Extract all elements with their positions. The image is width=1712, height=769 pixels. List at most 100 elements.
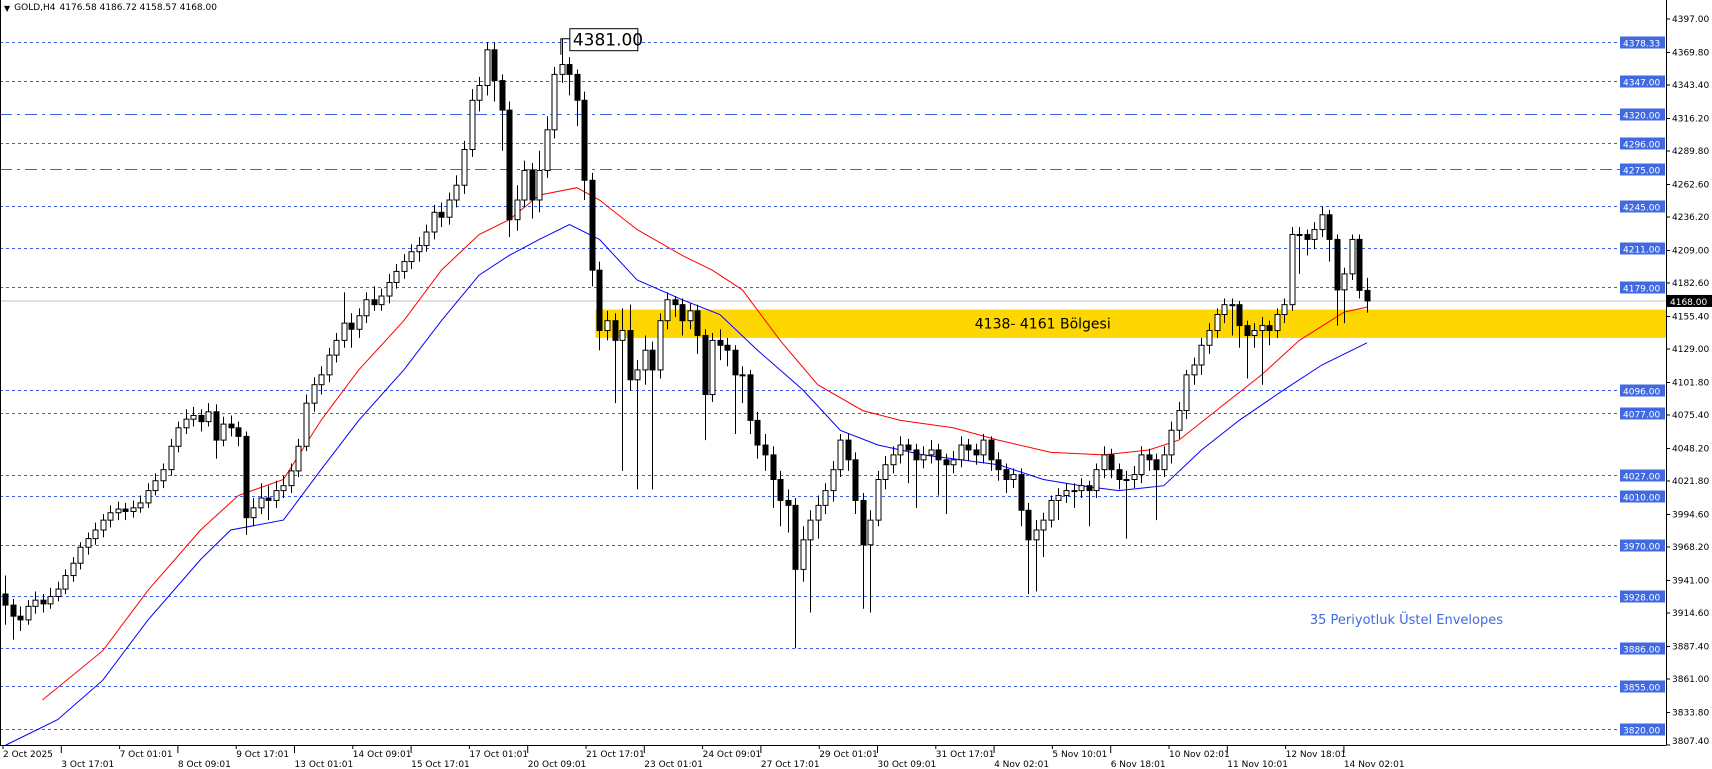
bearish-candle: [905, 438, 912, 484]
x-tick-label: 20 Oct 09:01: [528, 760, 587, 769]
bullish-candle: [1183, 369, 1190, 420]
bearish-candle: [1116, 463, 1123, 490]
bullish-candle: [1063, 483, 1070, 503]
level-price-badge: [1620, 137, 1665, 150]
bullish-candle: [183, 409, 190, 434]
candle-body: [220, 423, 227, 441]
candle-body: [1003, 469, 1010, 481]
bearish-candle: [529, 163, 536, 219]
bullish-candle: [258, 483, 265, 514]
bullish-candle: [1229, 298, 1236, 336]
candle-body: [1251, 330, 1258, 336]
candle-body: [145, 490, 152, 504]
zone-label: 4138- 4161 Bölgesi: [975, 317, 1111, 333]
candle-body: [754, 419, 761, 446]
x-tick-label: 7 Oct 01:01: [120, 750, 173, 760]
candle-body: [852, 459, 859, 501]
candle-body: [85, 538, 92, 548]
level-price-badge: [1620, 36, 1665, 49]
candle-body: [461, 149, 468, 186]
y-tick-label: 3914.60: [1672, 609, 1709, 619]
support-zone: [595, 309, 1666, 338]
x-tick-label: 3 Oct 17:01: [61, 760, 114, 769]
candle-body: [770, 454, 777, 481]
level-price-badge: [1620, 200, 1665, 213]
candle-body: [1296, 233, 1303, 236]
x-tick-label: 27 Oct 17:01: [761, 760, 820, 769]
candle-body: [649, 349, 656, 371]
bullish-candle: [47, 587, 54, 609]
bullish-candle: [70, 557, 77, 582]
bullish-candle: [1093, 463, 1100, 498]
y-tick-label: 4397.00: [1672, 15, 1709, 25]
candle-body: [1281, 304, 1288, 316]
candle-body: [1116, 469, 1123, 481]
candle-body: [1214, 314, 1221, 332]
triangle-down-icon[interactable]: ▼: [4, 3, 11, 13]
y-tick-label: 4101.80: [1672, 378, 1709, 388]
candle-body: [235, 427, 242, 437]
bullish-candle: [559, 38, 566, 84]
candle-body: [777, 479, 784, 501]
candle-body: [521, 169, 528, 201]
candle-body: [175, 427, 182, 447]
bullish-candle: [536, 150, 543, 213]
candle-body: [1274, 314, 1281, 332]
candle-body: [627, 330, 634, 381]
bearish-candle: [122, 502, 129, 521]
candle-body: [867, 519, 874, 546]
bullish-candle: [288, 463, 295, 494]
bullish-candle: [190, 406, 197, 427]
candle-body: [1078, 485, 1085, 492]
candle-body: [559, 64, 566, 75]
candle-body: [2, 593, 9, 606]
bullish-candle: [484, 42, 491, 96]
candle-body: [431, 211, 438, 233]
bullish-candle: [341, 292, 348, 348]
bullish-candle: [1010, 468, 1017, 489]
bullish-candle: [205, 403, 212, 427]
candle-body: [596, 269, 603, 332]
bullish-candle: [431, 204, 438, 240]
candle-body: [1063, 490, 1070, 497]
candle-body: [830, 469, 837, 492]
candle-body: [160, 469, 167, 482]
bullish-candle: [709, 332, 716, 402]
candle-body: [1311, 229, 1318, 240]
bullish-candle: [469, 89, 476, 157]
candle-body: [363, 299, 370, 317]
candle-body: [393, 270, 400, 283]
bullish-candle: [1161, 446, 1168, 478]
bullish-candle: [1131, 465, 1138, 489]
bearish-candle: [754, 411, 761, 459]
candle-body: [484, 49, 491, 86]
bearish-candle: [860, 493, 867, 609]
candle-body: [371, 299, 378, 306]
bullish-candle: [160, 463, 167, 489]
bearish-candle: [1086, 480, 1093, 527]
candle-body: [604, 320, 611, 332]
bullish-candle: [1296, 227, 1303, 274]
bullish-candle: [544, 116, 551, 178]
level-price-badge: [1620, 407, 1665, 420]
bullish-candle: [514, 185, 521, 231]
bullish-candle: [634, 360, 641, 490]
y-tick-label: 4048.20: [1672, 444, 1709, 454]
bullish-candle: [800, 526, 807, 582]
level-price-badge: [1620, 469, 1665, 482]
level-price-label: 4320.00: [1623, 112, 1660, 122]
candle-body: [717, 339, 724, 346]
bullish-candle: [1168, 421, 1175, 464]
bearish-candle: [792, 497, 799, 649]
y-tick-label: 3861.00: [1672, 675, 1709, 685]
bearish-candle: [988, 436, 995, 471]
y-tick-label: 3833.80: [1672, 708, 1709, 718]
candle-body: [356, 315, 363, 330]
candle-body: [642, 349, 649, 371]
bullish-candle: [1214, 308, 1221, 338]
bullish-candle: [1274, 308, 1281, 338]
y-tick-label: 4182.60: [1672, 279, 1709, 289]
y-tick-label: 3887.40: [1672, 642, 1709, 652]
y-tick-label: 4316.20: [1672, 114, 1709, 124]
